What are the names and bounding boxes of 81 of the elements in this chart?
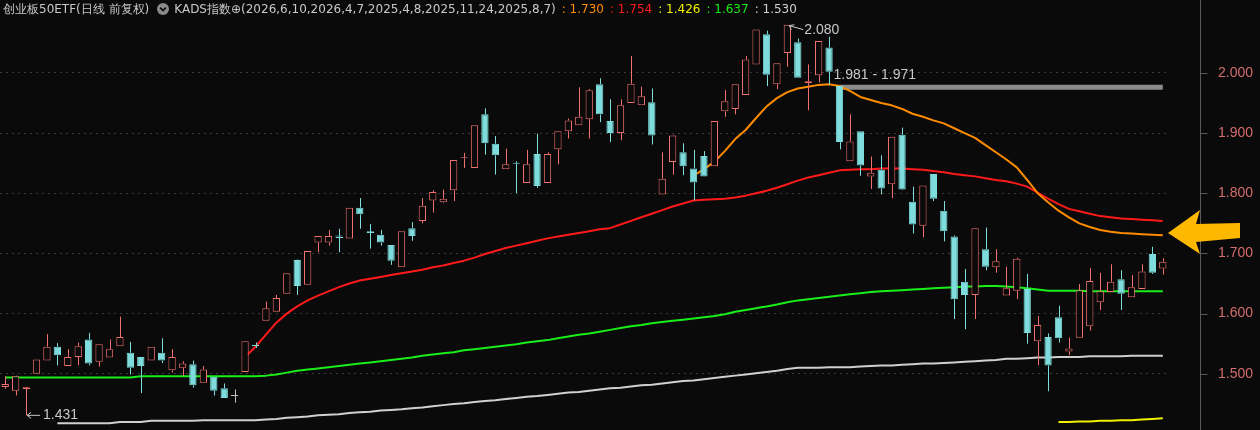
candlestick [741, 55, 750, 96]
candlestick [1117, 269, 1125, 311]
candlestick [887, 136, 896, 199]
text: 2.080 [804, 20, 840, 37]
y-tick-label: 2.000 [1218, 63, 1254, 80]
candlestick [616, 98, 625, 141]
candlestick [595, 77, 604, 123]
y-tick-label: 1.500 [1218, 364, 1254, 381]
candlestick [950, 236, 958, 320]
candlestick [408, 221, 416, 242]
candlestick [1148, 246, 1157, 273]
candlestick [846, 113, 854, 162]
candlestick [668, 135, 677, 176]
candlestick [814, 40, 823, 83]
candlestick [293, 260, 301, 296]
candlestick [418, 197, 427, 224]
candlestick [940, 200, 948, 242]
candlestick [1065, 337, 1073, 356]
y-tick-label: 1.600 [1218, 304, 1254, 321]
series-label: 1.981 - 1.971 [833, 66, 917, 83]
candlestick [376, 229, 385, 247]
text: 1.431 [43, 406, 79, 423]
candlestick [1023, 273, 1031, 345]
candlestick [731, 84, 739, 115]
candlestick [95, 344, 103, 368]
candlestick [700, 150, 708, 177]
candlestick [929, 173, 938, 202]
candlestick [189, 360, 197, 389]
candlestick [230, 388, 239, 404]
candlestick [272, 294, 281, 312]
candlestick [1, 375, 9, 390]
annotation: : 1.754 [609, 1, 653, 17]
candlestick [126, 341, 135, 375]
candlestick [1086, 267, 1094, 331]
y-tick-label: 1.900 [1218, 123, 1254, 140]
candlestick [835, 86, 844, 150]
chart-subtitle: KADS指数⊕(2026,6,10,2026,4,7,2025,4,8,2025,11,24,2025,8,7) [174, 1, 556, 17]
candlestick [502, 148, 510, 170]
candlestick [449, 160, 458, 202]
chart-title: 创业板50ETF(日线 前复权) [3, 1, 150, 17]
candlestick [658, 151, 666, 195]
candlestick [992, 248, 1000, 274]
candlestick [960, 268, 969, 330]
candlestick [762, 30, 771, 87]
candlestick [168, 348, 176, 374]
candlestick [627, 55, 635, 103]
annotation: : 1.730 [561, 1, 604, 17]
candlestick [1138, 263, 1146, 289]
candlestick [981, 227, 990, 271]
candlestick [919, 185, 927, 238]
candlestick [773, 63, 781, 90]
candlestick [387, 245, 395, 266]
candlestick [1044, 332, 1052, 392]
candlestick [783, 24, 792, 68]
candlestick [825, 36, 833, 86]
candlestick [157, 337, 166, 364]
candlestick [1054, 305, 1063, 344]
candlestick [1075, 283, 1084, 338]
annotation: : 1.426 [658, 1, 701, 17]
candlestick [877, 154, 885, 195]
candlestick [1013, 258, 1021, 300]
candlestick [84, 332, 93, 366]
candlestick [971, 228, 979, 320]
candlestick [856, 131, 865, 177]
candlestick [481, 107, 489, 156]
y-tick-label: 1.800 [1218, 184, 1254, 201]
candlestick [43, 333, 51, 361]
candlestick [585, 90, 593, 139]
annotation: : 1.530 [754, 1, 797, 17]
candlestick [533, 133, 541, 189]
candlestick [648, 87, 656, 145]
candlestick [199, 365, 208, 383]
y-tick-label: 1.700 [1218, 244, 1254, 261]
candlestick [522, 149, 531, 183]
candlestick [679, 142, 687, 176]
candlestick [543, 151, 552, 183]
candlestick [908, 186, 917, 235]
annotation: : 1.637 [706, 1, 749, 17]
candlestick [554, 131, 562, 165]
candlestick [491, 135, 500, 176]
candlestick [1033, 315, 1042, 366]
